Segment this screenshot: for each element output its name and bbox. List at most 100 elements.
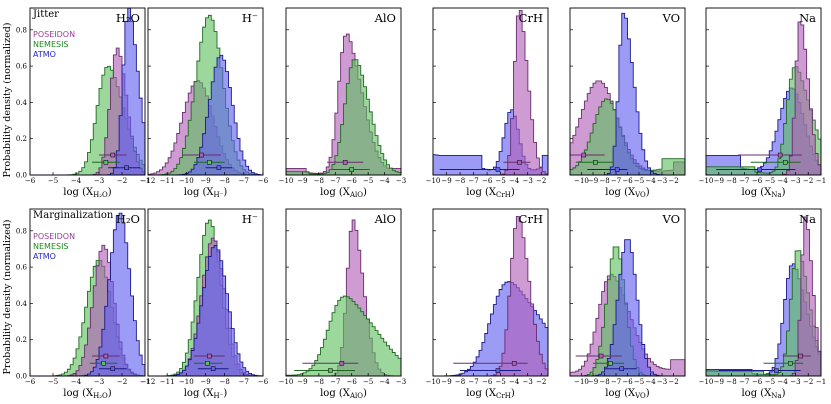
xtick-label: −9 [441, 177, 451, 185]
panel-title: H₂O [116, 212, 140, 226]
panel-jitter-3: −10 −9 −8 −7 −6 −5 −4 −3 −2 CrH log (XCrH) [426, 7, 549, 199]
xtick-label: −6 [622, 378, 633, 386]
ytick-label: 0.4 [16, 99, 28, 107]
xtick-label: −9 [588, 177, 598, 185]
ytick-label: 0.8 [16, 227, 27, 235]
panel-marginalization-0: 0.0 0.2 0.4 0.6 0.8 −6 −5 −4 −3 −2 −1 H₂O log (XH₂O) [16, 208, 150, 400]
xtick-label: −4 [645, 378, 656, 386]
panel-jitter-1: −12 −11 −10 −9 −8 −7 −6 H⁻ log (XH⁻) [141, 7, 269, 199]
hist-poseidon [433, 10, 549, 176]
xtick-label: −2 [803, 177, 813, 185]
xtick-label: −10 [279, 177, 294, 185]
xtick-label: −9 [200, 378, 210, 386]
median-marker-atmo [124, 165, 129, 170]
axes-frame [285, 208, 402, 377]
panel-marginalization-4: −10−9 −8 −7 −6 −5 −4 −3 −2 VO log (XVO) [569, 208, 686, 400]
row-label-marginalization: Marginalization [33, 210, 114, 221]
xtick-label: −11 [160, 378, 175, 386]
panel-marginalization-3: −10 −9 −8 −7 −6 −5 −4 −3 −2 CrH log (XCrH) [426, 208, 549, 400]
xtick-label: −3 [94, 177, 104, 185]
median-marker-nemesis [608, 361, 613, 366]
ytick-label: 0.2 [16, 135, 27, 143]
legend-atmo-2: ATMO [33, 252, 56, 261]
x-axis-label: log (XCrH) [466, 187, 515, 199]
xtick-label: −7 [739, 177, 749, 185]
xtick-label: −9 [714, 378, 724, 386]
xtick-label: −7 [611, 177, 621, 185]
panel-title: H₂O [116, 11, 140, 25]
xtick-label: −7 [468, 177, 478, 185]
median-marker-poseidon [342, 160, 348, 165]
ytick-label: 0.4 [16, 300, 28, 308]
median-marker-nemesis [103, 160, 109, 165]
median-marker-poseidon [777, 152, 783, 158]
xtick-label: −5 [495, 177, 505, 185]
xtick-label: −10 [426, 177, 441, 185]
xtick-label: −6 [258, 177, 269, 185]
ytick-label: 0.0 [16, 172, 27, 180]
xtick-label: −3 [396, 378, 406, 386]
x-axis-label: log (XH₂O) [63, 388, 111, 400]
median-marker-nemesis [101, 361, 106, 366]
median-marker-poseidon [517, 160, 522, 165]
legend-atmo: ATMO [33, 50, 56, 59]
xtick-label: −3 [657, 177, 667, 185]
xtick-label: −2 [117, 177, 127, 185]
panel-title: CrH [519, 212, 543, 226]
xtick-label: −1 [140, 177, 150, 185]
xtick-label: −5 [765, 177, 775, 185]
panel-title: CrH [519, 11, 543, 25]
median-marker-poseidon [339, 361, 345, 366]
xtick-label: −3 [523, 378, 533, 386]
panel-title: AlO [374, 212, 396, 226]
xtick-label: −9 [297, 378, 307, 386]
xtick-label: −10 [426, 378, 441, 386]
hist-nemesis [285, 295, 402, 377]
xtick-label: −10 [699, 177, 714, 185]
xtick-label: −6 [752, 177, 763, 185]
legend-poseidon-2: POSEIDON [33, 232, 75, 241]
axes-frame [285, 7, 402, 176]
xtick-label: −4 [509, 378, 520, 386]
panel-title: Na [799, 11, 816, 25]
xtick-label: −8 [314, 177, 324, 185]
median-marker-poseidon [581, 152, 587, 158]
xtick-label: −8 [726, 177, 736, 185]
xtick-label: −5 [48, 378, 58, 386]
median-marker-nemesis [328, 368, 333, 373]
axes-frame [432, 7, 549, 176]
xtick-label: −4 [379, 177, 390, 185]
hist-poseidon [706, 21, 822, 176]
xtick-label: −4 [71, 177, 82, 185]
axes-frame [705, 208, 822, 377]
legend-nemesis-2: NEMESIS [33, 242, 69, 251]
x-axis-label: log (XVO) [605, 187, 650, 199]
hist-nemesis [285, 59, 402, 176]
ytick-label: 0.2 [16, 336, 27, 344]
xtick-label: −10 [574, 378, 589, 386]
x-axis-label: log (XAlO) [320, 187, 367, 199]
xtick-label: −11 [160, 177, 175, 185]
xtick-label: −3 [523, 177, 533, 185]
median-marker-atmo [619, 366, 624, 371]
xtick-label: −7 [739, 378, 749, 386]
xtick-label: −7 [330, 177, 340, 185]
xtick-label: −6 [347, 378, 358, 386]
xtick-label: −4 [71, 378, 82, 386]
xtick-label: −8 [220, 378, 230, 386]
xtick-label: −7 [330, 378, 340, 386]
median-marker-nemesis [207, 160, 212, 165]
xtick-label: −4 [379, 378, 390, 386]
xtick-label: −2 [803, 378, 813, 386]
xtick-label: −10 [179, 378, 194, 386]
ytick-label: 0.6 [16, 264, 28, 272]
panel-jitter-2: −10 −9 −8 −7 −6 −5 −4 −3 AlO log (XAlO) [279, 7, 406, 199]
xtick-label: −6 [25, 177, 36, 185]
xtick-label: −6 [347, 177, 358, 185]
median-marker-poseidon [207, 353, 212, 359]
y-axis-label-bottom: Probability density (normalized) [2, 220, 13, 375]
xtick-label: −5 [765, 378, 775, 386]
median-marker-nemesis [205, 361, 210, 366]
